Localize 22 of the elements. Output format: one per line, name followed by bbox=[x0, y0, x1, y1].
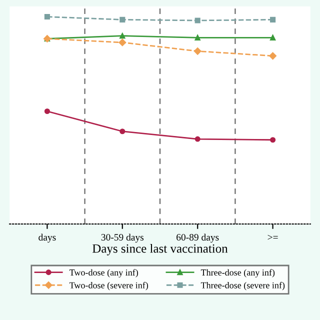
x-tick-label: 30-59 days bbox=[101, 234, 144, 243]
point bbox=[270, 16, 276, 22]
point bbox=[120, 16, 126, 22]
legend-label: Three-dose (severe inf) bbox=[200, 282, 285, 290]
x-tick-label: days bbox=[38, 234, 56, 243]
point bbox=[194, 48, 202, 55]
x-tick-label: >= bbox=[268, 234, 278, 240]
point bbox=[270, 34, 276, 40]
x-axis-title: Days since last vaccination bbox=[92, 244, 228, 256]
x-tick-label: 60-89 days bbox=[176, 234, 219, 243]
legend-label: Two-dose (any inf) bbox=[69, 269, 138, 278]
point bbox=[118, 38, 126, 46]
legend-label: Two-dose (severe inf) bbox=[69, 282, 148, 290]
legend-label: Three-dose (any inf) bbox=[200, 269, 275, 278]
point bbox=[44, 14, 50, 20]
point bbox=[194, 136, 200, 142]
point bbox=[44, 108, 50, 114]
point bbox=[194, 34, 200, 40]
point bbox=[194, 18, 200, 24]
point bbox=[270, 137, 276, 143]
point bbox=[269, 52, 276, 60]
point bbox=[120, 128, 126, 134]
